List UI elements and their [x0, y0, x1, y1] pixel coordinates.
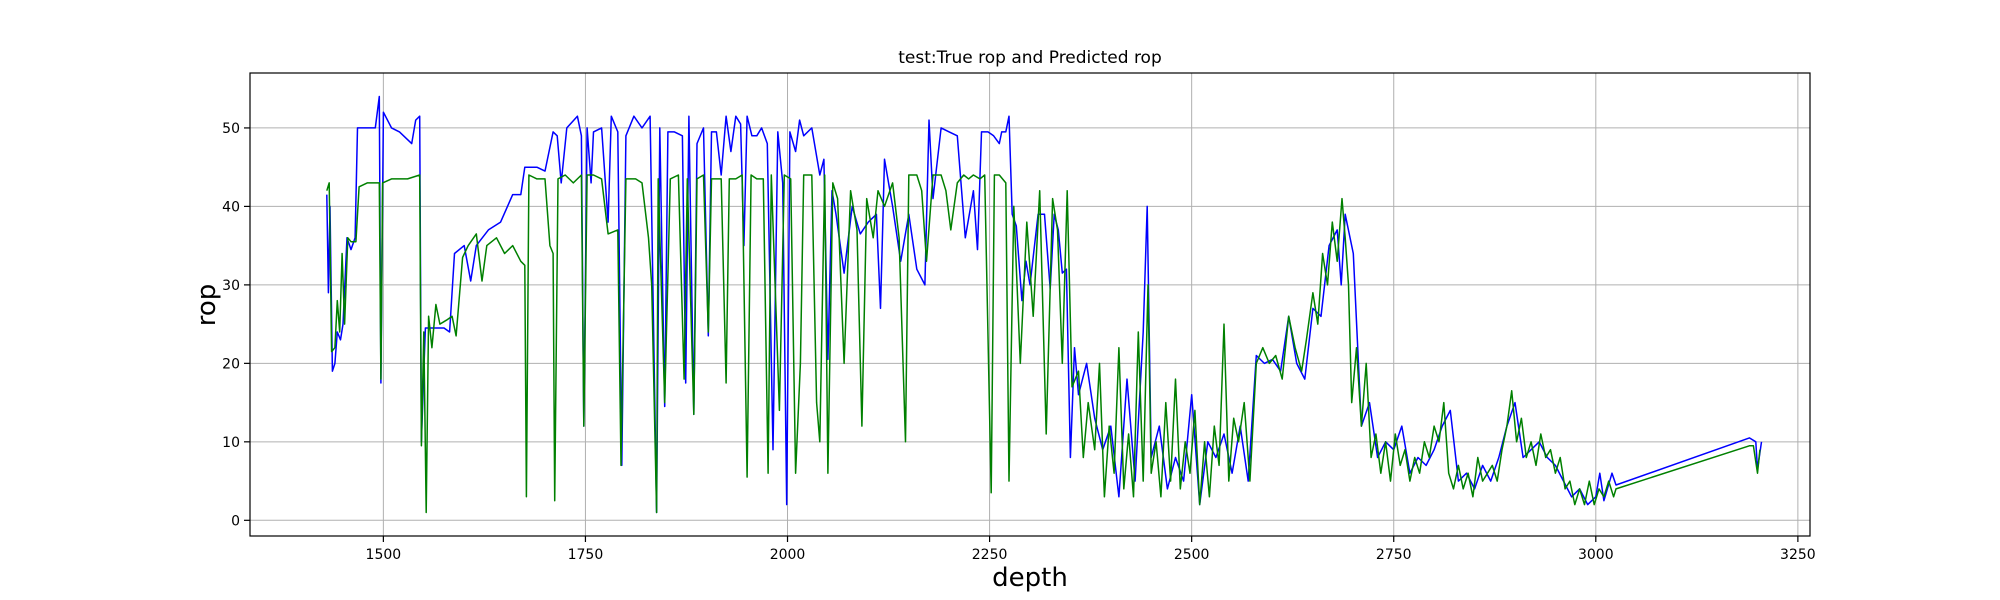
y-tick-label: 0	[231, 513, 240, 529]
x-tick-label: 1750	[568, 547, 604, 563]
plot-frame	[249, 72, 1811, 537]
x-tick-label: 3250	[1780, 547, 1816, 563]
x-tick-label: 2000	[770, 547, 806, 563]
y-tick-label: 40	[222, 199, 240, 215]
y-tick-label: 30	[222, 278, 240, 294]
x-tick-label: 1500	[366, 547, 402, 563]
x-tick-label: 2500	[1174, 547, 1210, 563]
grid-lines	[250, 73, 1810, 536]
x-tick-label: 3000	[1578, 547, 1614, 563]
series-lines	[326, 95, 1763, 514]
x-axis: 1500 1750 2000 2250 2500 2750 3000 3250	[366, 536, 1816, 563]
series-line-2	[326, 174, 1761, 514]
x-axis-label: depth	[992, 563, 1068, 593]
y-tick-label: 20	[222, 356, 240, 372]
y-tick-label: 10	[222, 435, 240, 451]
x-tick-label: 2250	[972, 547, 1008, 563]
y-axis-label: rop	[192, 284, 222, 327]
chart-title: test:True rop and Predicted rop	[898, 48, 1162, 68]
y-tick-label: 50	[222, 121, 240, 137]
y-axis: 0 10 20 30 40 50	[222, 121, 250, 529]
x-tick-label: 2750	[1376, 547, 1412, 563]
series-line-1	[326, 95, 1763, 514]
